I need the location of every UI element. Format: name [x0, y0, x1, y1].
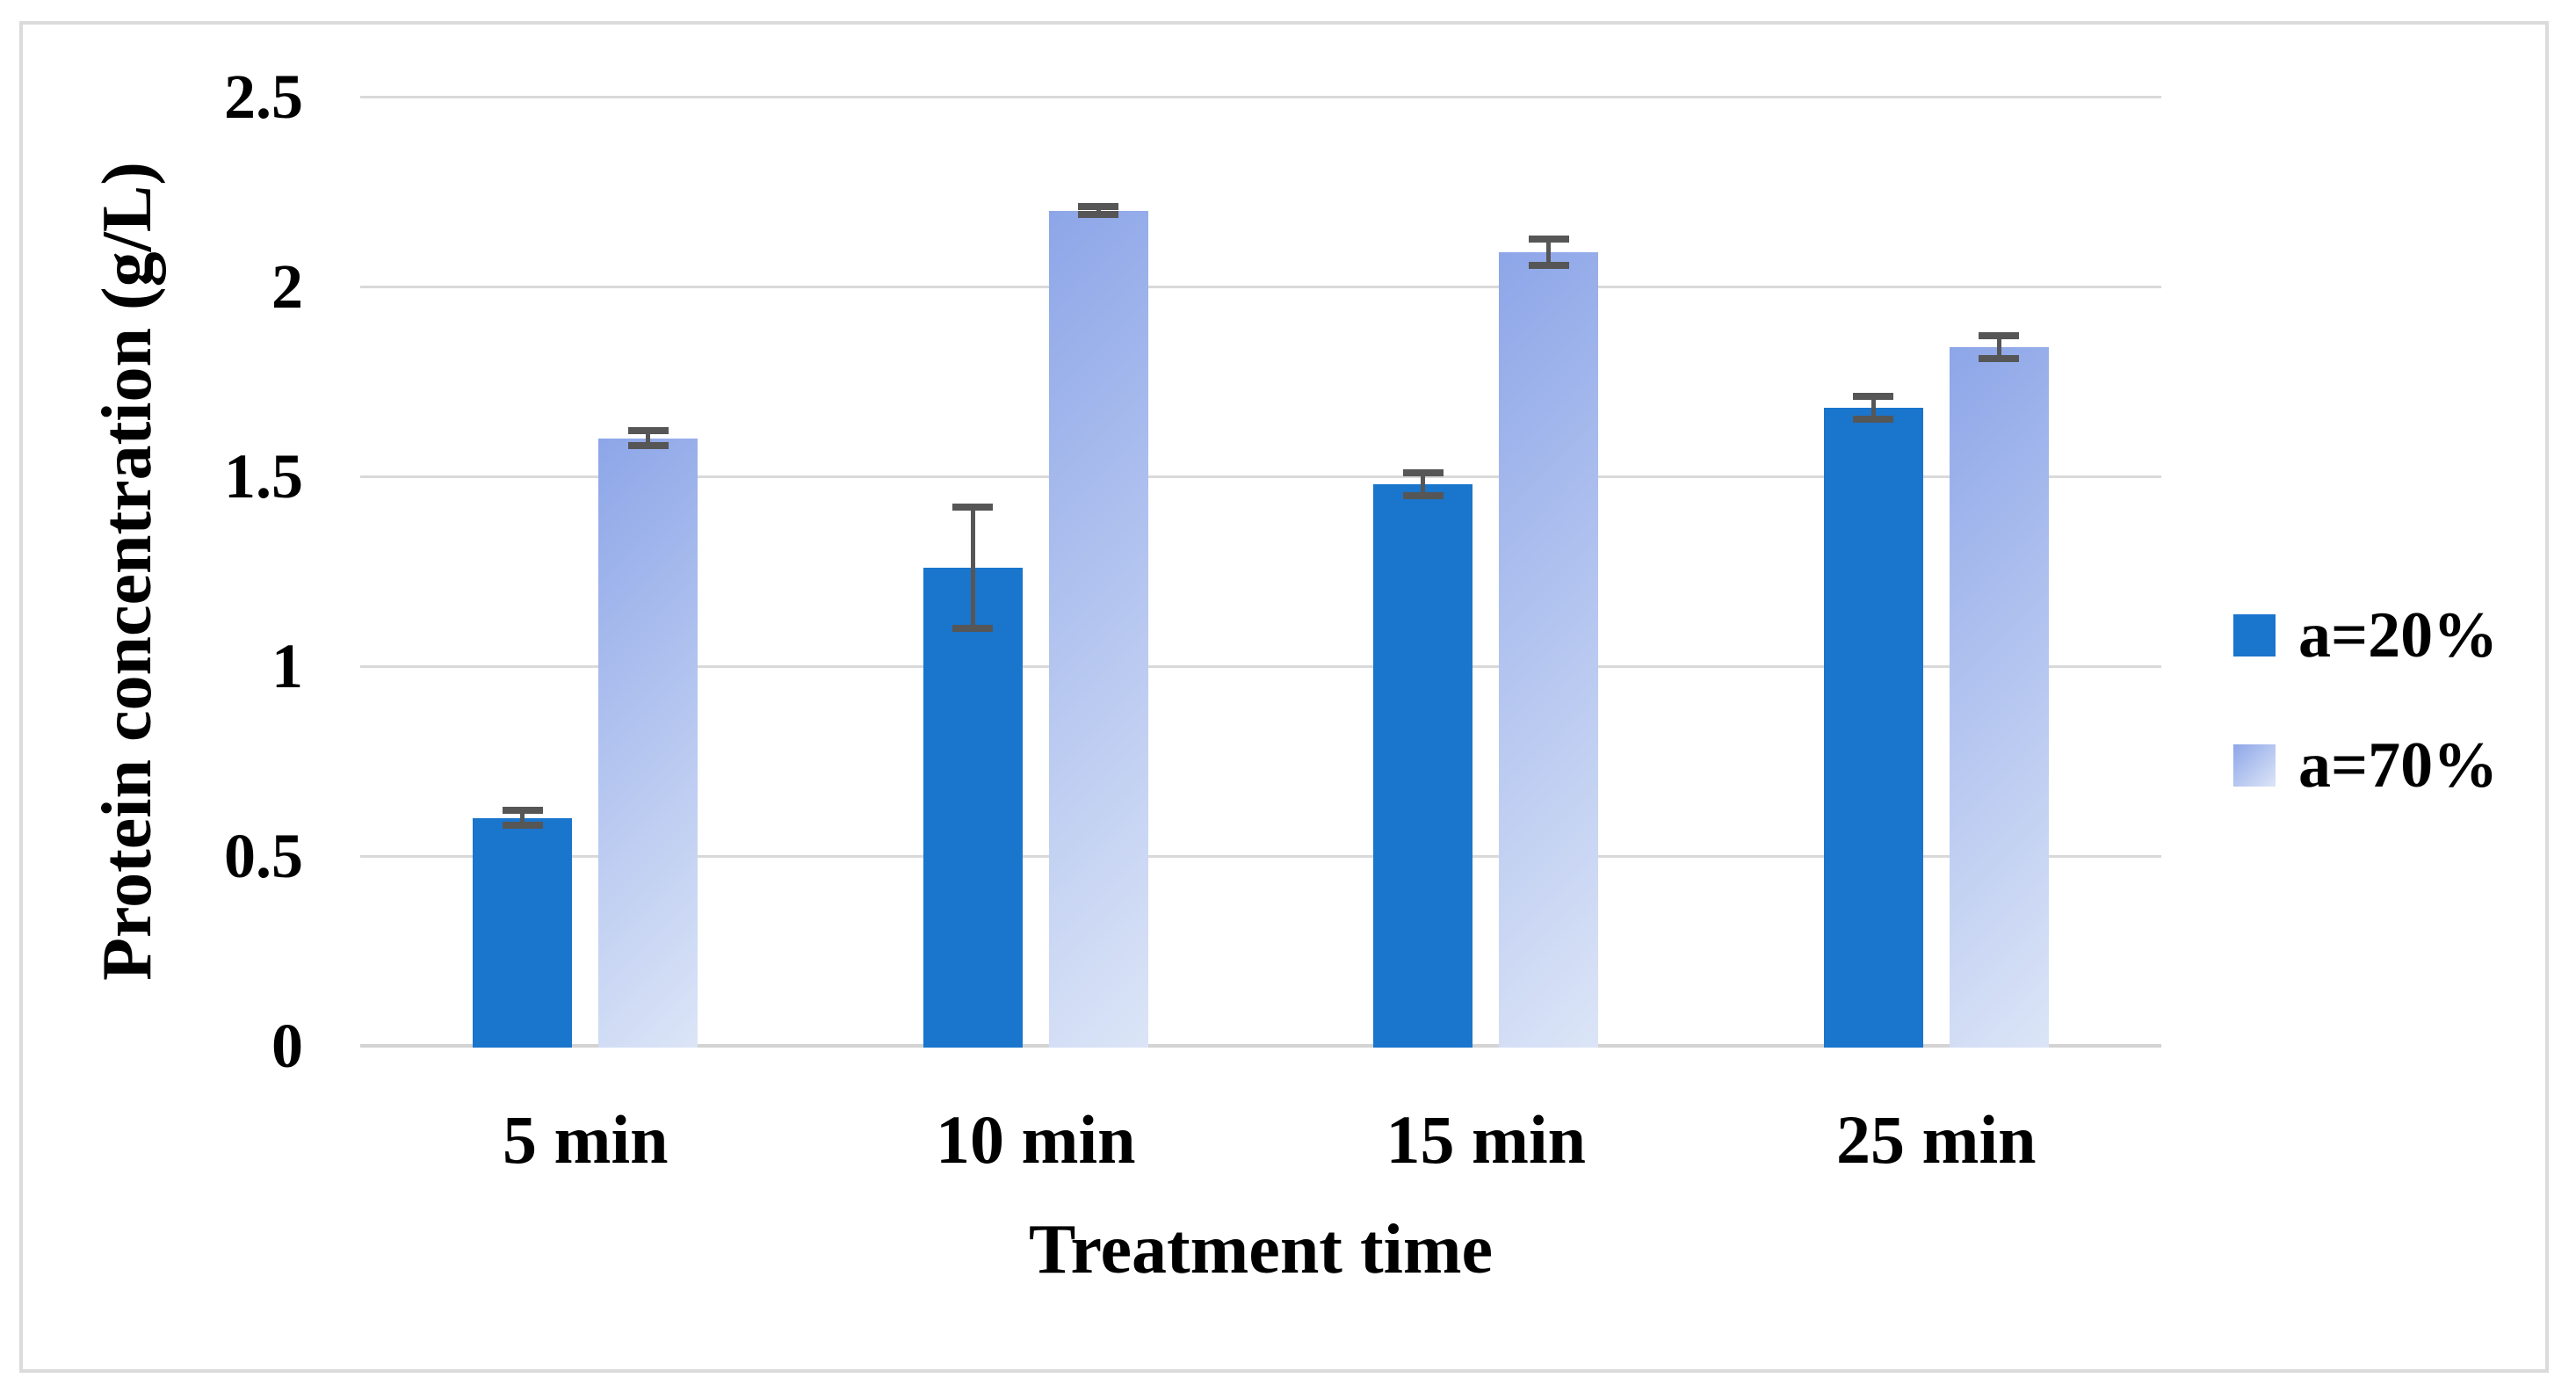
bar-a20-10min — [923, 567, 1023, 1048]
gridline-y-0.5 — [360, 855, 2161, 858]
error-bar-cap-top — [1853, 393, 1894, 401]
error-bar-stem — [1996, 336, 2001, 359]
error-bar-cap-bottom — [1853, 416, 1894, 424]
legend-item-a70: a=70% — [2233, 730, 2498, 801]
y-tick-label-0: 0 — [271, 1011, 303, 1081]
x-axis-title: Treatment time — [1029, 1211, 1493, 1288]
error-bar-stem — [1870, 396, 1876, 420]
error-bar-cap-top — [952, 503, 994, 511]
bar-a20-15min — [1373, 483, 1473, 1048]
y-tick-label-2: 2 — [271, 251, 303, 322]
error-bar-cap-bottom — [1528, 262, 1569, 270]
bar-a20-25min — [1823, 408, 1923, 1048]
y-tick-label-0.5: 0.5 — [224, 821, 303, 891]
y-tick-label-1: 1 — [271, 631, 303, 701]
x-category-label-5min: 5 min — [502, 1101, 669, 1178]
x-category-label-10min: 10 min — [935, 1101, 1136, 1178]
error-bar-stem — [520, 810, 525, 826]
bar-a70-25min — [1949, 347, 2049, 1048]
gridline-y-1.5 — [360, 475, 2161, 478]
error-bar-cap-top — [1528, 236, 1569, 243]
gridline-y-1 — [360, 665, 2161, 668]
legend-swatch-a20 — [2233, 614, 2276, 656]
error-bar-cap-bottom — [1402, 491, 1444, 499]
y-tick-label-1.5: 1.5 — [224, 441, 303, 511]
gridline-y-2 — [360, 286, 2161, 288]
x-category-label-25min: 25 min — [1835, 1101, 2037, 1178]
y-axis-title: Protein concentration (g/L) — [89, 162, 166, 981]
error-bar-cap-bottom — [1078, 210, 1119, 218]
legend-swatch-a70 — [2233, 744, 2276, 787]
error-bar-stem — [1546, 239, 1552, 266]
error-bar-cap-top — [502, 807, 543, 815]
x-axis-line — [360, 1044, 2161, 1048]
legend-item-a20: a=20% — [2233, 600, 2498, 671]
bar-a70-15min — [1499, 252, 1599, 1048]
bar-a70-5min — [598, 438, 698, 1048]
chart-figure-border — [19, 21, 2549, 1373]
error-bar-cap-top — [1078, 203, 1119, 211]
error-bar-stem — [1096, 207, 1101, 214]
error-bar-cap-bottom — [1979, 355, 2020, 363]
error-bar-cap-bottom — [627, 442, 669, 450]
error-bar-cap-top — [1402, 468, 1444, 476]
legend-label-a20: a=20% — [2298, 599, 2499, 671]
error-bar-cap-top — [1979, 332, 2020, 340]
bar-a20-5min — [473, 817, 573, 1048]
gridline-y-2.5 — [360, 96, 2161, 98]
x-category-label-15min: 15 min — [1386, 1101, 1587, 1178]
y-tick-label-2.5: 2.5 — [224, 62, 303, 132]
error-bar-stem — [970, 506, 975, 628]
error-bar-stem — [646, 431, 651, 446]
error-bar-cap-top — [627, 427, 669, 435]
bar-a70-10min — [1048, 210, 1148, 1048]
error-bar-stem — [1421, 472, 1426, 496]
legend-label-a70: a=70% — [2298, 729, 2499, 802]
error-bar-cap-bottom — [502, 822, 543, 830]
error-bar-cap-bottom — [952, 624, 994, 632]
